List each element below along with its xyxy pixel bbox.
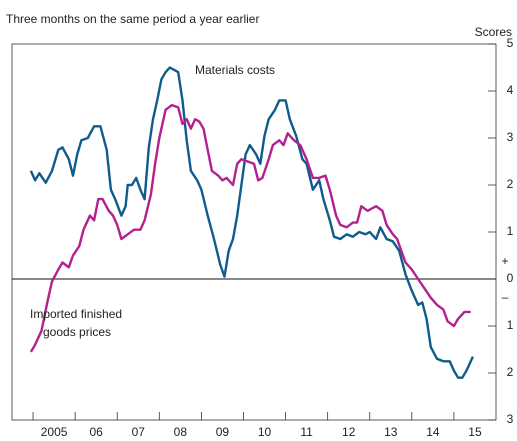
annotation: Imported finished: [30, 307, 122, 321]
y-tick-label: 3: [507, 412, 514, 426]
y-tick-label: 4: [507, 83, 514, 97]
y-axis-label: Scores: [475, 25, 512, 39]
annotation: Materials costs: [195, 63, 275, 77]
annotation: +: [501, 254, 508, 268]
x-tick-label: 12: [342, 425, 356, 439]
x-tick-label: 07: [132, 425, 146, 439]
x-tick-label: 11: [300, 425, 313, 439]
x-tick-label: 10: [258, 425, 272, 439]
annotation: goods prices: [43, 325, 111, 339]
y-tick-label: 1: [507, 224, 514, 238]
x-tick-label: 13: [384, 425, 398, 439]
y-tick-label: 2: [507, 365, 514, 379]
annotation: –: [502, 290, 509, 304]
y-tick-label: 3: [507, 130, 514, 144]
y-tick-label: 0: [507, 271, 514, 285]
x-tick-label: 06: [89, 425, 103, 439]
y-tick-label: 5: [507, 36, 514, 50]
x-tick-label: 09: [216, 425, 230, 439]
subtitle: Three months on the same period a year e…: [6, 12, 259, 26]
x-tick-label: 15: [468, 425, 482, 439]
x-tick-label: 2005: [41, 425, 68, 439]
y-tick-label: 2: [507, 177, 514, 191]
series-line: [29, 66, 474, 379]
x-tick-label: 14: [426, 425, 440, 439]
x-tick-label: 08: [174, 425, 188, 439]
series-line: [29, 103, 471, 353]
y-tick-label: 1: [507, 318, 514, 332]
plot-frame: [11, 43, 497, 421]
